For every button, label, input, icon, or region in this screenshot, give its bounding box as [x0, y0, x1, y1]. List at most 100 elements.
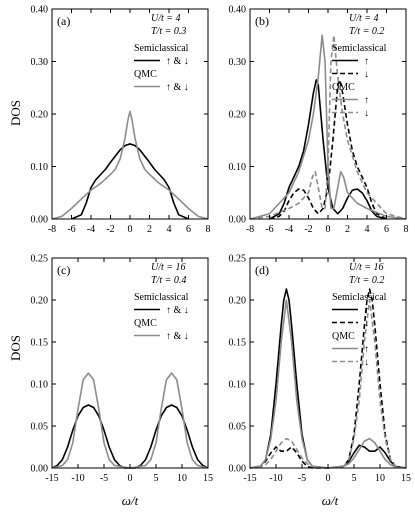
legend-heading: QMC — [332, 331, 355, 342]
panel-label: (c) — [57, 263, 70, 277]
series-line — [51, 110, 209, 220]
legend-label: ↑ & ↓ — [166, 56, 189, 67]
plot-frame — [249, 257, 407, 469]
y-tick-label: 0.25 — [31, 254, 49, 265]
x-tick-label: -10 — [269, 473, 282, 484]
x-axis-title-left: ω/t — [122, 493, 139, 508]
y-tick-label: 0.00 — [229, 464, 247, 475]
y-tick-label: 0.20 — [229, 296, 247, 307]
series-line — [51, 404, 209, 469]
y-tick-label: 0.20 — [31, 110, 49, 121]
y-tick-label: 0.30 — [229, 57, 247, 68]
chart-panel: -8 -6 -4 -2 0 2 4 6 8 0.00 0.10 0.20 0.30 0.40 (a) U/t … — [31, 5, 211, 236]
y-tick-label: 0.40 — [31, 5, 49, 16]
x-tick-label: 2 — [147, 224, 152, 235]
y-tick-label: 0.10 — [229, 380, 247, 391]
series-line — [269, 79, 387, 220]
y-tick-label: 0.40 — [229, 5, 247, 16]
y-axis-title-top: DOS — [8, 100, 23, 126]
legend-label: ↓ — [364, 69, 369, 80]
x-tick-label: 0 — [128, 473, 133, 484]
legend-label: ↓ — [364, 357, 369, 368]
legend-label: ↑ — [364, 95, 369, 106]
x-tick-label: 10 — [177, 473, 187, 484]
x-tick-label: -4 — [87, 224, 95, 235]
chart-panel: -15 -10 -5 0 5 10 15 0.00 0.05 0.10 0.15 0.20 0.25 (c… — [31, 254, 214, 485]
x-tick-label: 5 — [352, 473, 357, 484]
parameter-label: T/t = 0.2 — [349, 275, 384, 286]
x-tick-label: 15 — [203, 473, 213, 484]
x-tick-label: 2 — [345, 224, 350, 235]
x-tick-label: -15 — [45, 473, 58, 484]
x-axis-title-right: ω/t — [322, 493, 339, 508]
x-tick-label: 6 — [186, 224, 191, 235]
x-tick-label: -15 — [243, 473, 256, 484]
y-tick-label: 0.10 — [31, 380, 49, 391]
y-tick-label: 0.05 — [31, 422, 49, 433]
x-tick-label: -5 — [100, 473, 108, 484]
y-tick-label: 0.00 — [229, 215, 247, 226]
x-tick-label: 4 — [365, 224, 370, 235]
legend-heading: QMC — [134, 318, 157, 329]
y-tick-label: 0.05 — [229, 422, 247, 433]
parameter-label: T/t = 0.3 — [151, 26, 186, 37]
x-tick-label: -10 — [71, 473, 84, 484]
x-tick-label: 6 — [384, 224, 389, 235]
x-tick-label: 0 — [326, 473, 331, 484]
y-tick-label: 0.10 — [229, 162, 247, 173]
x-tick-label: 0 — [326, 224, 331, 235]
legend-label: ↑ & ↓ — [166, 82, 189, 93]
parameter-label: U/t = 4 — [151, 13, 181, 24]
x-tick-label: -6 — [265, 224, 273, 235]
x-tick-label: 8 — [206, 224, 211, 235]
series-line — [249, 34, 407, 220]
legend-label: ↑ & ↓ — [166, 305, 189, 316]
y-tick-label: 0.20 — [31, 296, 49, 307]
series-line — [269, 79, 387, 220]
legend-label: ↑ & ↓ — [166, 331, 189, 342]
panel-label: (a) — [57, 14, 70, 28]
y-tick-label: 0.25 — [229, 254, 247, 265]
legend-label: ↓ — [364, 108, 369, 119]
legend-heading: QMC — [332, 82, 355, 93]
x-tick-label: -4 — [285, 224, 293, 235]
y-tick-label: 0.30 — [31, 57, 49, 68]
x-tick-label: 5 — [154, 473, 159, 484]
panel-label: (b) — [255, 14, 269, 28]
x-tick-label: 10 — [375, 473, 385, 484]
parameter-label: U/t = 4 — [349, 13, 379, 24]
legend-label: ↑ — [364, 56, 369, 67]
x-tick-label: -6 — [67, 224, 75, 235]
y-tick-label: 0.15 — [31, 338, 49, 349]
series-line — [249, 288, 407, 469]
parameter-label: U/t = 16 — [349, 262, 384, 273]
series-line — [249, 34, 407, 220]
legend-label: ↓ — [364, 318, 369, 329]
series-line — [249, 288, 407, 469]
y-tick-label: 0.10 — [31, 162, 49, 173]
parameter-label: U/t = 16 — [151, 262, 186, 273]
x-tick-label: 15 — [401, 473, 411, 484]
panel-label: (d) — [255, 263, 269, 277]
y-tick-label: 0.00 — [31, 464, 49, 475]
x-tick-label: -2 — [106, 224, 114, 235]
legend-label: ↑ — [364, 344, 369, 355]
series-line — [51, 372, 209, 469]
parameter-label: T/t = 0.4 — [151, 275, 186, 286]
legend-heading: QMC — [134, 69, 157, 80]
legend-heading: Semiclassical — [332, 43, 387, 54]
legend-label: ↑ — [364, 305, 369, 316]
y-tick-label: 0.15 — [229, 338, 247, 349]
x-tick-label: 0 — [128, 224, 133, 235]
chart-panel: -15 -10 -5 0 5 10 15 0.00 0.05 0.10 0.15 0.20 0.25 (d… — [229, 254, 412, 485]
x-tick-label: -8 — [246, 224, 254, 235]
y-tick-label: 0.20 — [229, 110, 247, 121]
x-tick-label: 8 — [404, 224, 409, 235]
legend-heading: Semiclassical — [134, 292, 189, 303]
legend-heading: Semiclassical — [332, 292, 387, 303]
legend-heading: Semiclassical — [134, 43, 189, 54]
x-tick-label: -2 — [304, 224, 312, 235]
series-line — [71, 143, 189, 220]
plot-frame — [51, 257, 209, 469]
